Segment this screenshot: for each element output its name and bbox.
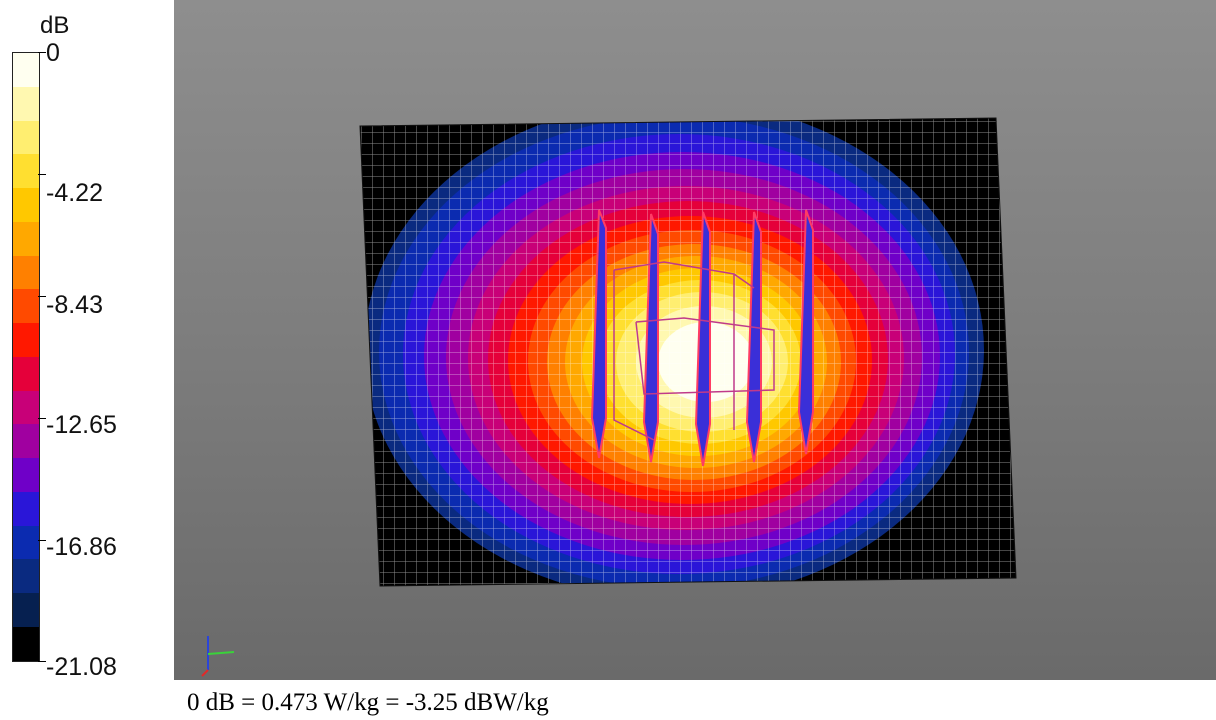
colorbar-label: -21.08 xyxy=(46,653,117,681)
colorbar-tick xyxy=(38,418,46,419)
colorbar-tick xyxy=(38,540,46,541)
colorbar-label: 0 xyxy=(46,39,60,67)
colorbar-tick xyxy=(38,296,46,297)
colorbar-step xyxy=(13,525,39,560)
colorbar-tick xyxy=(38,661,46,662)
axes-triad-icon xyxy=(201,636,235,677)
colorbar-tick xyxy=(38,52,46,53)
sar-field-render xyxy=(201,117,1017,677)
colorbar-label: -8.43 xyxy=(46,291,103,319)
colorbar-step xyxy=(13,188,39,222)
colorbar-step xyxy=(13,323,39,357)
3d-viewport[interactable] xyxy=(174,0,1216,680)
colorbar-step xyxy=(13,390,39,425)
colorbar-step xyxy=(13,53,39,87)
colorbar-step xyxy=(13,458,39,492)
colorbar-step xyxy=(13,289,39,324)
colorbar-label: -12.65 xyxy=(46,411,117,439)
colorbar-step xyxy=(13,356,39,391)
antenna-elements xyxy=(590,209,814,467)
colorbar-unit: dB xyxy=(40,12,70,39)
colorbar-step xyxy=(13,627,39,661)
colorbar-step xyxy=(13,255,39,290)
colorbar-step xyxy=(13,86,39,121)
colorbar-step xyxy=(13,559,39,594)
colorbar-label: -4.22 xyxy=(46,179,103,207)
colorbar-step xyxy=(13,221,39,256)
colorbar-step xyxy=(13,491,39,526)
sar-plane xyxy=(360,118,1016,586)
colorbar-step xyxy=(13,593,39,628)
colorbar-tick xyxy=(38,174,46,175)
colorbar-label: -16.86 xyxy=(46,533,117,561)
colorbar-step xyxy=(13,154,39,189)
reference-caption: 0 dB = 0.473 W/kg = -3.25 dBW/kg xyxy=(187,689,549,716)
colorbar-legend: dB 0 -4.22 -8.43 -12.65 -16.86 -21.08 xyxy=(0,0,176,720)
colorbar-step xyxy=(13,424,39,459)
colorbar-step xyxy=(13,120,39,155)
colorbar-gradient xyxy=(12,52,40,662)
